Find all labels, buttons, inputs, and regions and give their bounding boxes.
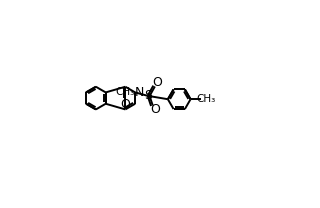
Text: S: S: [144, 89, 152, 102]
Text: O: O: [120, 98, 130, 110]
Text: CH₃: CH₃: [116, 87, 135, 97]
Text: O: O: [150, 103, 160, 116]
Text: O: O: [152, 76, 162, 89]
Text: CH₃: CH₃: [196, 94, 215, 104]
Text: N: N: [134, 86, 144, 99]
